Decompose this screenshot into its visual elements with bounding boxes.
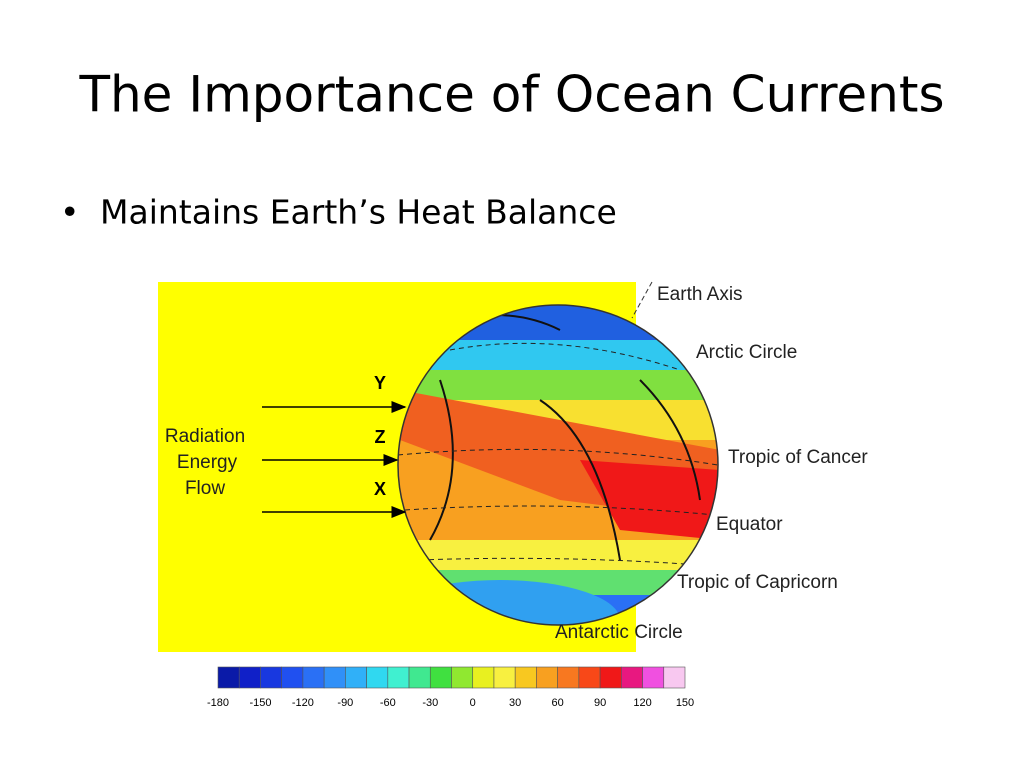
flow-label: Radiation: [165, 426, 245, 447]
colorbar-cell: [663, 666, 686, 689]
colorbar-tick-label: -180: [207, 697, 229, 709]
globe-label: Earth Axis: [657, 284, 743, 305]
colorbar-tick-label: -120: [292, 697, 314, 709]
colorbar-cell: [472, 666, 495, 689]
flow-label: Energy: [177, 452, 238, 473]
colorbar: -180 -150 -120 -90 -60 -30 0 30 60 90 120 150: [207, 666, 694, 709]
colorbar-cell: [387, 666, 410, 689]
arrow-label: Z: [375, 427, 386, 447]
globe-label: Tropic of Cancer: [728, 447, 868, 468]
colorbar-cell: [323, 666, 346, 689]
colorbar-cell: [621, 666, 643, 689]
colorbar-tick-label: 60: [552, 697, 564, 709]
colorbar-cell: [366, 666, 389, 689]
colorbar-cell: [260, 666, 282, 689]
colorbar-cell: [302, 666, 325, 689]
globe-label: Arctic Circle: [696, 342, 797, 363]
colorbar-cell: [217, 666, 240, 689]
globe-label: Tropic of Capricorn: [677, 572, 838, 593]
colorbar-cell: [281, 666, 304, 689]
colorbar-cell: [451, 666, 474, 689]
slide-title: The Importance of Ocean Currents: [78, 66, 944, 124]
colorbar-cell: [578, 666, 601, 689]
colorbar-cell: [599, 666, 622, 689]
colorbar-cell: [238, 666, 261, 689]
colorbar-tick-label: 120: [633, 697, 651, 709]
colorbar-tick-label: 150: [676, 697, 694, 709]
colorbar-tick-label: -150: [249, 697, 271, 709]
colorbar-tick-label: -30: [422, 697, 438, 709]
globe-label: Antarctic Circle: [555, 622, 683, 643]
colorbar-cell: [345, 666, 367, 689]
bullet: Maintains Earth’s Heat Balance: [100, 193, 617, 232]
colorbar-tick-label: -60: [380, 697, 396, 709]
colorbar-cell: [514, 666, 537, 689]
colorbar-tick-label: -90: [337, 697, 353, 709]
colorbar-cell: [536, 666, 558, 689]
globe-label: Equator: [716, 514, 783, 535]
colorbar-tick-label: 90: [594, 697, 606, 709]
bullet-dot: •: [60, 193, 79, 232]
flow-label: Flow: [185, 478, 225, 499]
colorbar-cell: [557, 666, 580, 689]
colorbar-cell: [408, 666, 431, 689]
arrow-label: Y: [374, 373, 386, 393]
colorbar-tick-label: 30: [509, 697, 521, 709]
colorbar-tick-label: 0: [470, 697, 476, 709]
colorbar-cell: [493, 666, 516, 689]
arrow-label: X: [374, 479, 386, 499]
colorbar-cell: [642, 666, 665, 689]
axis-line: [631, 281, 653, 319]
colorbar-cell: [429, 666, 452, 689]
